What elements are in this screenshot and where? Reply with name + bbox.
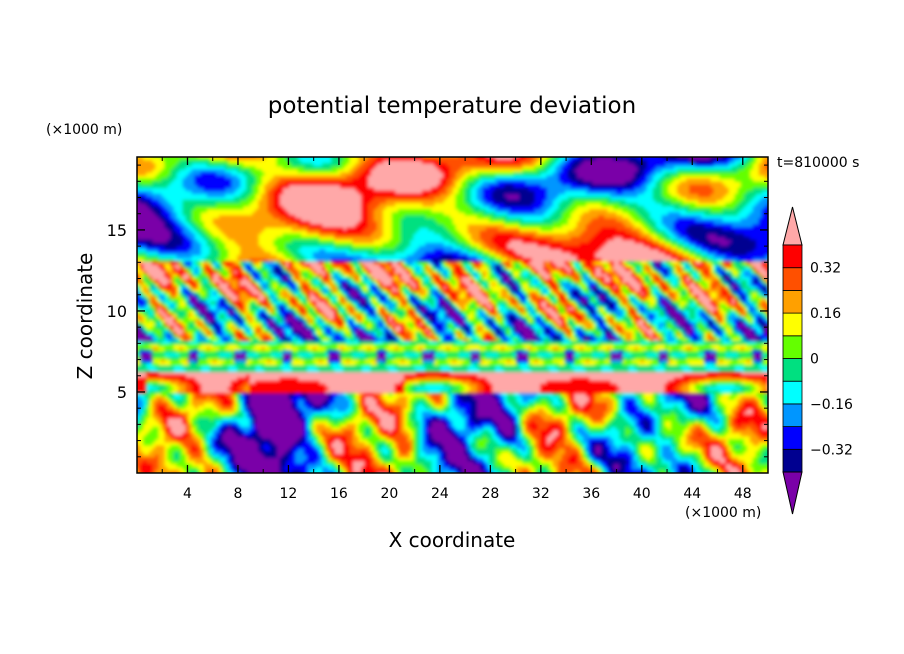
x-tick-label: 24	[431, 486, 449, 502]
y-tick-label: 15	[107, 221, 127, 240]
y-tick-label: 5	[117, 383, 127, 402]
colorbar-label: −0.32	[810, 442, 853, 458]
x-tick-label: 32	[532, 486, 550, 502]
plot-frame	[136, 156, 769, 474]
time-label: t=810000 s	[777, 155, 859, 171]
x-unit-label: (×1000 m)	[685, 505, 761, 521]
colorbar-swatch	[782, 335, 803, 359]
y-unit-label: (×1000 m)	[46, 122, 122, 138]
x-tick-label: 36	[582, 486, 600, 502]
x-tick-label: 28	[481, 486, 499, 502]
colorbar-extend-bottom	[782, 471, 803, 515]
y-axis-label: Z coordinate	[73, 253, 97, 380]
y-axis-ticks: 5 10 15	[107, 164, 768, 458]
y-tick-label: 10	[107, 302, 127, 321]
colorbar-label: 0	[810, 352, 819, 368]
x-tick-label: 16	[330, 486, 348, 502]
x-tick-label: 44	[683, 486, 701, 502]
colorbar-swatch	[782, 448, 803, 473]
colorbar-swatch	[782, 267, 803, 291]
x-tick-label: 8	[233, 486, 242, 502]
x-tick-label: 40	[633, 486, 651, 502]
colorbar-extend-top	[782, 206, 803, 246]
colorbar-label: 0.16	[810, 306, 841, 322]
colorbar: −0.32 −0.16 0 0.16 0.32	[782, 206, 853, 515]
contour-field	[137, 157, 768, 473]
x-tick-label: 12	[280, 486, 298, 502]
x-tick-label: 20	[380, 486, 398, 502]
colorbar-swatch	[782, 426, 803, 450]
x-tick-label: 4	[183, 486, 192, 502]
colorbar-label: −0.16	[810, 397, 853, 413]
colorbar-swatch	[782, 289, 803, 314]
chart-title: potential temperature deviation	[268, 93, 636, 119]
x-axis-ticks: 4 8 12 16 20 24 28 32 36 40 44 48	[161, 157, 752, 502]
colorbar-swatch	[782, 312, 803, 337]
colorbar-swatch	[782, 380, 803, 405]
colorbar-swatch	[782, 358, 803, 382]
contour-raster	[137, 157, 768, 473]
x-tick-label: 48	[734, 486, 752, 502]
colorbar-swatch	[782, 403, 803, 427]
colorbar-swatch	[782, 244, 803, 269]
colorbar-label: 0.32	[810, 261, 841, 277]
x-axis-label: X coordinate	[389, 528, 516, 552]
